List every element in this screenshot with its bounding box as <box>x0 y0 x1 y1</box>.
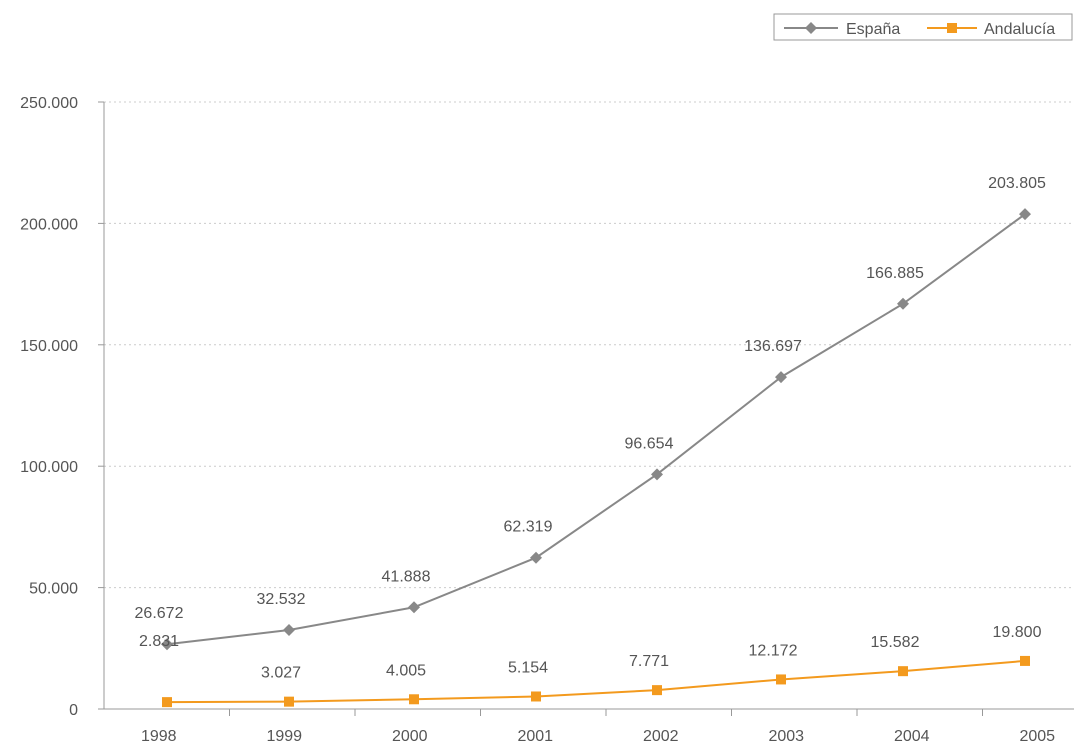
x-tick-label: 2005 <box>1019 728 1055 745</box>
data-label: 15.582 <box>871 634 920 651</box>
x-tick-label: 2001 <box>517 728 553 745</box>
series-point-marker <box>897 297 909 310</box>
y-tick-label: 100.000 <box>20 459 78 476</box>
data-label: 32.532 <box>257 591 306 608</box>
data-label: 26.672 <box>135 605 184 622</box>
axes: 0 50.000 100.000 150.000 200.000 250.000 1998 1… <box>20 95 1074 745</box>
x-tick-label: 2004 <box>894 728 930 745</box>
series-point-marker <box>409 694 419 705</box>
gridlines <box>104 101 1074 589</box>
series-point-marker <box>775 371 787 384</box>
series-point-marker <box>284 696 294 707</box>
series-point-marker <box>776 674 786 685</box>
series-point-marker <box>530 551 542 564</box>
data-label: 3.027 <box>261 665 301 682</box>
data-label: 203.805 <box>988 175 1046 192</box>
data-label: 62.319 <box>504 519 553 536</box>
data-label: 2.831 <box>139 633 179 650</box>
data-label: 4.005 <box>386 662 426 679</box>
series-group <box>161 208 1031 708</box>
series-point-marker <box>161 638 173 651</box>
series-point-marker <box>1019 208 1031 221</box>
series-point-marker <box>162 697 172 708</box>
x-tick-label: 2003 <box>768 728 804 745</box>
legend-label: Andalucía <box>984 21 1055 38</box>
legend-marker-1 <box>947 23 957 33</box>
y-tick-label: 0 <box>69 702 78 719</box>
legend: España Andalucía <box>773 13 1073 41</box>
series-line-0 <box>166 213 1026 646</box>
y-tick-label: 200.000 <box>20 216 78 233</box>
data-label: 5.154 <box>508 659 548 676</box>
y-tick-label: 250.000 <box>20 95 78 112</box>
x-tick-label: 1998 <box>141 728 177 745</box>
data-label: 12.172 <box>749 642 798 659</box>
series-line-1 <box>166 659 1026 704</box>
series-point-marker <box>652 685 662 696</box>
series-point-marker <box>898 666 908 677</box>
y-tick-label: 50.000 <box>29 581 78 598</box>
series-point-marker <box>651 468 663 481</box>
data-label: 41.888 <box>382 568 431 585</box>
x-tick-label: 2002 <box>643 728 679 745</box>
y-tick-label: 150.000 <box>20 338 78 355</box>
legend-label: España <box>846 21 900 38</box>
x-tick-label: 1999 <box>266 728 302 745</box>
series-point-marker <box>531 691 541 702</box>
series-point-marker <box>1020 655 1030 666</box>
data-label: 7.771 <box>629 653 669 670</box>
data-label: 136.697 <box>744 338 802 355</box>
series-point-marker <box>283 624 295 637</box>
data-label: 19.800 <box>993 624 1042 641</box>
data-labels: 26.672 32.532 41.888 62.319 96.654 136.697 166… <box>135 175 1046 681</box>
series-point-marker <box>408 601 420 614</box>
data-label: 96.654 <box>625 435 674 452</box>
data-label: 166.885 <box>866 265 924 282</box>
legend-marker-0 <box>805 22 817 34</box>
x-tick-label: 2000 <box>392 728 428 745</box>
